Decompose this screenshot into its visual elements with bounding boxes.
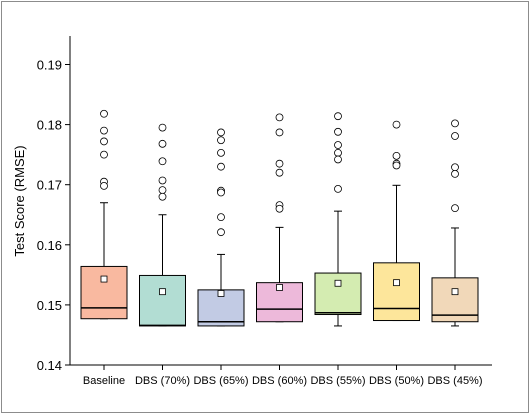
box-group	[139, 123, 186, 327]
box-iqr	[197, 289, 245, 327]
outlier-point	[217, 162, 225, 171]
box-iqr	[373, 262, 420, 322]
mean-marker	[217, 290, 225, 297]
y-tick-label: 0.15	[37, 298, 62, 313]
box-group	[197, 128, 245, 327]
y-tick-label: 0.14	[37, 358, 62, 373]
y-tick-label: 0.17	[37, 178, 62, 193]
outlier-point	[334, 141, 342, 149]
outlier-point	[451, 204, 459, 213]
box-group	[431, 119, 479, 327]
box-iqr	[80, 265, 128, 320]
outlier-point	[217, 136, 225, 145]
outlier-point	[451, 132, 459, 140]
outlier-point	[334, 155, 342, 164]
x-tick-label: DBS (60%)	[252, 375, 307, 387]
box-plot-chart: 0.14 0.15 0.16 0.17 0.18 0.19 Baseline DBS (70…	[12, 36, 492, 387]
box-group	[314, 112, 362, 327]
outlier-point	[334, 148, 342, 157]
x-tick-label: Baseline	[83, 375, 125, 387]
outlier-point	[451, 119, 459, 128]
outlier-point	[275, 128, 284, 137]
outlier-point	[100, 182, 108, 190]
y-tick-label: 0.18	[37, 118, 62, 133]
box-iqr	[314, 272, 362, 316]
box-iqr	[139, 274, 186, 327]
outlier-point	[275, 204, 284, 213]
outlier-point	[217, 228, 225, 237]
outlier-point	[158, 186, 167, 195]
outlier-point	[217, 213, 225, 222]
x-tick-label: DBS (55%)	[310, 375, 365, 387]
outlier-point	[451, 163, 459, 172]
outlier-point	[334, 185, 342, 193]
outlier-point	[392, 161, 401, 170]
outlier-point	[217, 188, 225, 197]
outlier-point	[275, 113, 284, 122]
x-tick-label: DBS (45%)	[427, 375, 482, 387]
mean-marker	[276, 284, 283, 291]
y-axis-title: Test Score (RMSE)	[12, 145, 27, 256]
outlier-point	[334, 127, 342, 136]
outlier-point	[158, 192, 167, 201]
outlier-point	[451, 169, 459, 178]
x-tick-label: DBS (65%)	[193, 375, 248, 387]
outlier-point	[100, 137, 108, 146]
mean-marker	[100, 275, 108, 283]
y-tick-label: 0.16	[37, 238, 62, 253]
outlier-point	[275, 159, 284, 168]
outlier-point	[158, 157, 167, 166]
mean-marker	[334, 279, 342, 287]
y-tick-label: 0.19	[37, 58, 62, 73]
outlier-point	[275, 168, 284, 177]
outlier-point	[392, 120, 401, 129]
outlier-point	[100, 150, 108, 159]
outlier-point	[158, 123, 167, 132]
outlier-point	[100, 126, 108, 135]
outlier-point	[217, 148, 225, 157]
x-tick-label: DBS (50%)	[369, 375, 424, 387]
plot-content	[80, 109, 479, 327]
outlier-point	[158, 139, 167, 148]
outlier-point	[158, 176, 167, 185]
box-group	[256, 113, 303, 323]
outlier-point	[100, 109, 108, 118]
x-ticks: Baseline DBS (70%) DBS (65%) DBS (60%) DBS (…	[83, 365, 483, 387]
mean-marker	[159, 288, 166, 296]
mean-marker	[451, 288, 459, 296]
x-tick-label: DBS (70%)	[135, 375, 190, 387]
outlier-point	[217, 128, 225, 137]
box-group	[373, 120, 420, 322]
outlier-point	[334, 112, 342, 121]
outlier-point	[392, 151, 401, 160]
box-group	[80, 109, 128, 320]
y-ticks: 0.14 0.15 0.16 0.17 0.18 0.19	[37, 58, 70, 373]
mean-marker	[393, 279, 400, 287]
